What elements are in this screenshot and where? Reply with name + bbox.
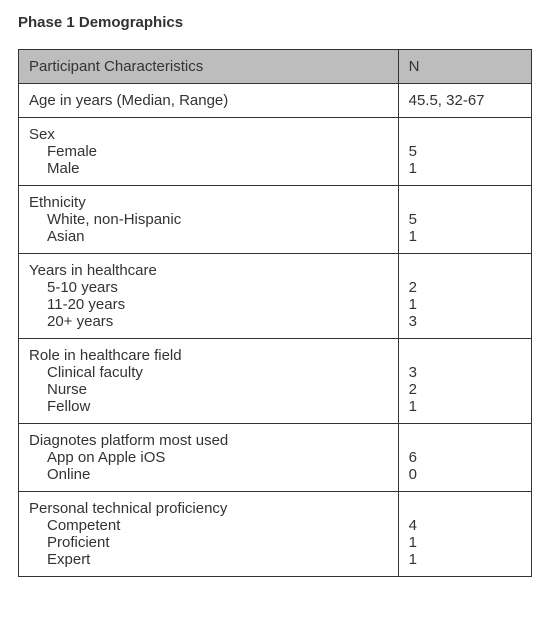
subitem-label: Online: [29, 466, 388, 483]
subitem-label: Competent: [29, 517, 388, 534]
subitem-value: 1: [409, 551, 521, 568]
subitem-value: 0: [409, 466, 521, 483]
subitem-value: 3: [409, 313, 521, 330]
subitem-label: Clinical faculty: [29, 364, 388, 381]
header-characteristics: Participant Characteristics: [19, 50, 399, 84]
table-row: Age in years (Median, Range) 45.5, 32-67: [19, 84, 532, 118]
cell-n: 45.5, 32-67: [398, 84, 531, 118]
subitem-value: 1: [409, 296, 521, 313]
table-row: Diagnotes platform most usedApp on Apple…: [19, 424, 532, 492]
subitem-value: 6: [409, 449, 521, 466]
table-row: SexFemaleMale 51: [19, 118, 532, 186]
subitem-value: 4: [409, 517, 521, 534]
table-row: EthnicityWhite, non-HispanicAsian 51: [19, 186, 532, 254]
table-body: Age in years (Median, Range) 45.5, 32-67 S…: [19, 84, 532, 577]
group-label: Years in healthcare: [29, 262, 388, 279]
subitem-label: 5-10 years: [29, 279, 388, 296]
subitem-value: 2: [409, 381, 521, 398]
subitem-value: 5: [409, 143, 521, 160]
value-spacer: [409, 126, 521, 143]
page-title: Phase 1 Demographics: [18, 14, 532, 31]
subitem-value: 1: [409, 228, 521, 245]
cell-n: 51: [398, 118, 531, 186]
table-header-row: Participant Characteristics N: [19, 50, 532, 84]
table-row: Years in healthcare5-10 years11-20 years…: [19, 254, 532, 339]
subitem-label: 11-20 years: [29, 296, 388, 313]
value-spacer: [409, 194, 521, 211]
value-spacer: [409, 432, 521, 449]
cell-characteristic: Diagnotes platform most usedApp on Apple…: [19, 424, 399, 492]
group-label: Ethnicity: [29, 194, 388, 211]
cell-n: 213: [398, 254, 531, 339]
row-value: 45.5, 32-67: [409, 92, 521, 109]
subitem-label: App on Apple iOS: [29, 449, 388, 466]
cell-n: 60: [398, 424, 531, 492]
value-spacer: [409, 500, 521, 517]
cell-characteristic: Role in healthcare fieldClinical faculty…: [19, 339, 399, 424]
group-label: Sex: [29, 126, 388, 143]
subitem-label: Proficient: [29, 534, 388, 551]
subitem-value: 1: [409, 160, 521, 177]
cell-characteristic: Personal technical proficiencyCompetentP…: [19, 492, 399, 577]
group-label: Personal technical proficiency: [29, 500, 388, 517]
subitem-label: White, non-Hispanic: [29, 211, 388, 228]
cell-characteristic: EthnicityWhite, non-HispanicAsian: [19, 186, 399, 254]
table-row: Personal technical proficiencyCompetentP…: [19, 492, 532, 577]
subitem-value: 5: [409, 211, 521, 228]
subitem-label: Female: [29, 143, 388, 160]
table-row: Role in healthcare fieldClinical faculty…: [19, 339, 532, 424]
cell-n: 411: [398, 492, 531, 577]
cell-characteristic: Age in years (Median, Range): [19, 84, 399, 118]
subitem-label: 20+ years: [29, 313, 388, 330]
cell-characteristic: SexFemaleMale: [19, 118, 399, 186]
cell-n: 321: [398, 339, 531, 424]
subitem-value: 1: [409, 534, 521, 551]
subitem-value: 1: [409, 398, 521, 415]
row-label: Age in years (Median, Range): [29, 92, 388, 109]
group-label: Role in healthcare field: [29, 347, 388, 364]
header-n: N: [398, 50, 531, 84]
subitem-label: Male: [29, 160, 388, 177]
cell-n: 51: [398, 186, 531, 254]
subitem-label: Nurse: [29, 381, 388, 398]
demographics-table: Participant Characteristics N Age in yea…: [18, 49, 532, 577]
subitem-label: Asian: [29, 228, 388, 245]
subitem-value: 2: [409, 279, 521, 296]
subitem-label: Fellow: [29, 398, 388, 415]
value-spacer: [409, 262, 521, 279]
value-spacer: [409, 347, 521, 364]
group-label: Diagnotes platform most used: [29, 432, 388, 449]
subitem-value: 3: [409, 364, 521, 381]
subitem-label: Expert: [29, 551, 388, 568]
cell-characteristic: Years in healthcare5-10 years11-20 years…: [19, 254, 399, 339]
